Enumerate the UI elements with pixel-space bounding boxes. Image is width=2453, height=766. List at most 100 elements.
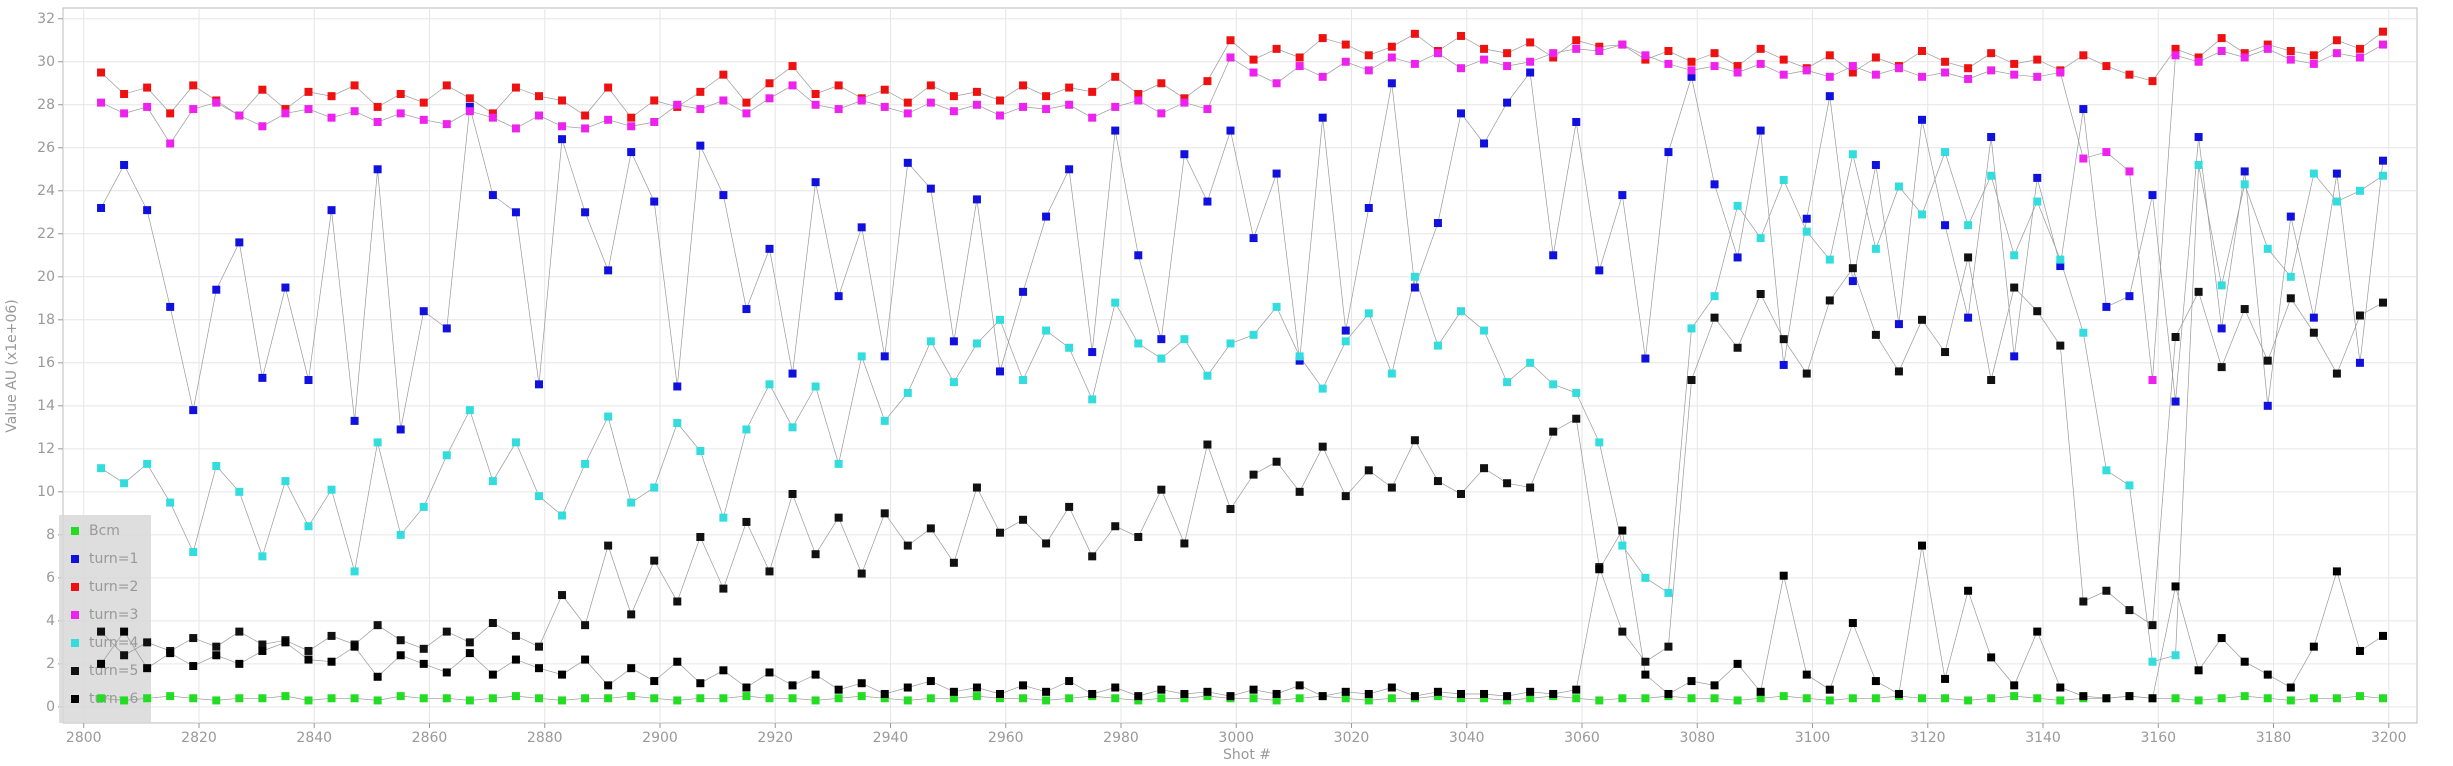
- data-point: [534, 642, 543, 651]
- data-point: [1733, 253, 1742, 262]
- data-point: [2286, 696, 2295, 705]
- data-point: [1710, 681, 1719, 690]
- data-point: [2309, 642, 2318, 651]
- data-point: [2171, 51, 2180, 60]
- data-point: [166, 109, 175, 118]
- data-point: [1480, 44, 1489, 53]
- data-point: [235, 694, 244, 703]
- data-point: [2033, 197, 2042, 206]
- data-point: [1456, 64, 1465, 73]
- data-point: [1180, 335, 1189, 344]
- data-point: [880, 509, 889, 518]
- data-point: [350, 81, 359, 90]
- data-point: [281, 109, 290, 118]
- data-point: [2033, 55, 2042, 64]
- data-point: [995, 367, 1004, 376]
- legend-marker: [71, 527, 79, 535]
- data-point: [1848, 68, 1857, 77]
- data-point: [1480, 326, 1489, 335]
- data-point: [2194, 696, 2203, 705]
- data-point: [972, 683, 981, 692]
- y-tick-label: 4: [46, 613, 55, 629]
- data-point: [1065, 343, 1074, 352]
- data-point: [1779, 70, 1788, 79]
- series-line: [100, 695, 2384, 701]
- data-point: [120, 479, 129, 488]
- data-point: [627, 113, 636, 122]
- data-point: [189, 105, 198, 114]
- data-point: [1134, 692, 1143, 701]
- data-point: [903, 388, 912, 397]
- data-point: [2217, 34, 2226, 43]
- data-point: [1387, 694, 1396, 703]
- data-point: [1249, 470, 1258, 479]
- data-point: [1825, 296, 1834, 305]
- data-point: [1157, 694, 1166, 703]
- data-point: [1410, 692, 1419, 701]
- data-point: [1964, 64, 1973, 73]
- data-point: [1848, 62, 1857, 71]
- data-point: [2033, 307, 2042, 316]
- x-tick-label: 2960: [988, 730, 1024, 746]
- data-point: [2379, 631, 2388, 640]
- x-tick-label: 3040: [1449, 730, 1485, 746]
- data-point: [258, 552, 267, 561]
- data-point: [650, 117, 659, 126]
- data-point: [1687, 677, 1696, 686]
- data-point: [2171, 694, 2180, 703]
- legend-marker: [71, 695, 79, 703]
- data-point: [189, 548, 198, 557]
- y-axis-label: Value AU (x1e+06): [4, 299, 20, 432]
- data-point: [1318, 34, 1327, 43]
- data-point: [1019, 694, 1028, 703]
- data-point: [788, 81, 797, 90]
- data-point: [1042, 539, 1051, 548]
- data-point: [2309, 59, 2318, 68]
- data-point: [1572, 414, 1581, 423]
- data-point: [2286, 294, 2295, 303]
- data-point: [2309, 313, 2318, 322]
- data-point: [1756, 234, 1765, 243]
- data-point: [1410, 29, 1419, 38]
- data-point: [696, 679, 705, 688]
- data-point: [627, 692, 636, 701]
- data-point: [143, 102, 152, 111]
- data-point: [488, 113, 497, 122]
- data-point: [166, 498, 175, 507]
- data-point: [350, 107, 359, 116]
- data-point: [2332, 567, 2341, 576]
- data-point: [1733, 62, 1742, 71]
- data-point: [235, 487, 244, 496]
- data-point: [2263, 401, 2272, 410]
- data-point: [1894, 689, 1903, 698]
- data-point: [534, 492, 543, 501]
- data-point: [972, 195, 981, 204]
- data-point: [650, 556, 659, 565]
- data-point: [2263, 40, 2272, 49]
- data-point: [788, 62, 797, 71]
- x-tick-label: 2800: [66, 730, 102, 746]
- data-point: [1364, 66, 1373, 75]
- data-point: [1203, 105, 1212, 114]
- data-point: [2332, 49, 2341, 58]
- data-point: [189, 694, 198, 703]
- data-point: [1526, 57, 1535, 66]
- data-point: [949, 558, 958, 567]
- data-point: [2286, 272, 2295, 281]
- data-point: [2194, 666, 2203, 675]
- y-tick-label: 32: [37, 11, 55, 27]
- data-point: [534, 92, 543, 101]
- data-point: [1295, 694, 1304, 703]
- data-point: [327, 206, 336, 215]
- data-point: [1779, 692, 1788, 701]
- y-tick-label: 6: [46, 570, 55, 586]
- data-point: [627, 148, 636, 157]
- data-point: [1503, 49, 1512, 58]
- data-point: [765, 380, 774, 389]
- y-tick-label: 20: [37, 269, 55, 285]
- data-point: [1387, 369, 1396, 378]
- data-point: [1733, 659, 1742, 668]
- data-point: [696, 87, 705, 96]
- data-point: [1134, 339, 1143, 348]
- data-point: [2240, 167, 2249, 176]
